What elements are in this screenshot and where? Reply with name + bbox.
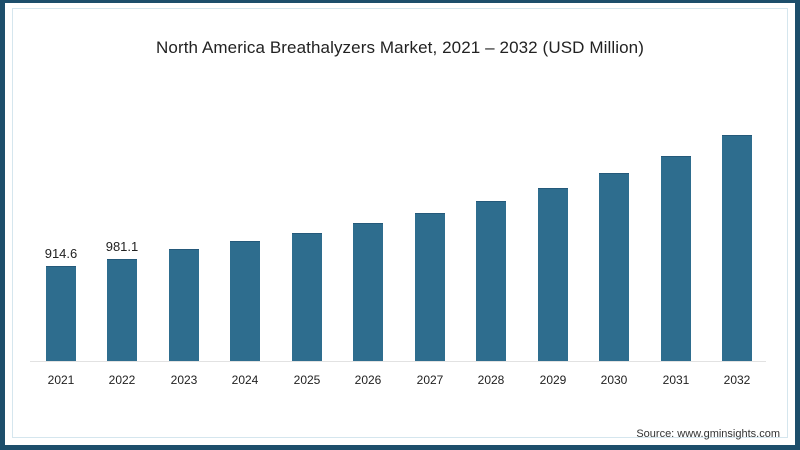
x-tick-label: 2028 — [477, 373, 505, 387]
chart-title: North America Breathalyzers Market, 2021… — [156, 38, 644, 57]
bar-2029 — [538, 188, 568, 361]
data-label: 981.1 — [105, 239, 139, 254]
x-tick-label: 2025 — [293, 373, 321, 387]
x-tick-label: 2023 — [170, 373, 198, 387]
bar-2030 — [599, 173, 629, 361]
bar-2023 — [169, 249, 199, 361]
bar-2026 — [353, 223, 383, 361]
bar-2028 — [476, 201, 506, 361]
x-tick-label: 2032 — [723, 373, 751, 387]
x-tick-label: 2027 — [416, 373, 444, 387]
data-label: 914.6 — [44, 246, 78, 261]
bar-2024 — [230, 241, 260, 361]
x-axis-line — [30, 361, 766, 362]
x-tick-label: 2030 — [600, 373, 628, 387]
x-tick-label: 2026 — [354, 373, 382, 387]
inner-border — [12, 8, 788, 438]
bar-2021 — [46, 266, 76, 361]
bar-2027 — [415, 213, 445, 361]
bar-2022 — [107, 259, 137, 361]
source-note: Source: www.gminsights.com — [636, 428, 780, 440]
x-tick-label: 2031 — [662, 373, 690, 387]
bar-2031 — [661, 156, 691, 361]
x-tick-label: 2022 — [108, 373, 136, 387]
bar-2025 — [292, 233, 322, 361]
x-tick-label: 2024 — [231, 373, 259, 387]
x-tick-label: 2021 — [47, 373, 75, 387]
x-tick-label: 2029 — [539, 373, 567, 387]
bar-2032 — [722, 135, 752, 361]
